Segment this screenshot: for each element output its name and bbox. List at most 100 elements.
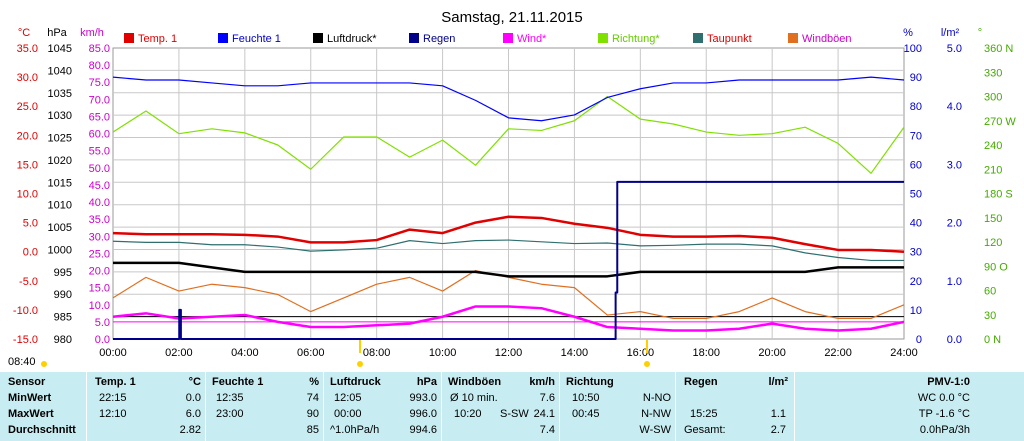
axis-unit-label: l/m² — [941, 27, 960, 39]
pmv-dew-point: TP -1.6 °C — [918, 408, 970, 420]
axis-tick-label: 80 — [910, 101, 922, 113]
axis-tick-label: 25.0 — [89, 248, 110, 260]
chart-series — [112, 76, 905, 340]
axis-tick-label: 25.0 — [17, 101, 38, 113]
axis-tick-label: 300 — [984, 92, 1002, 104]
axis-tick-label: 150 — [984, 213, 1002, 225]
axis-tick-label: 1030 — [48, 110, 72, 122]
x-tick-label: 12:00 — [495, 347, 523, 359]
axis-tick-label: 210 — [984, 164, 1002, 176]
axis-tick-label: 5.0 — [947, 43, 962, 55]
axis-tick-label: 1015 — [48, 177, 72, 189]
x-tick-label: 14:00 — [561, 347, 589, 359]
axis-tick-label: 0.0 — [95, 334, 110, 346]
axis-tick-label: 990 — [54, 289, 72, 301]
axis-tick-label: 0.0 — [947, 334, 962, 346]
axis-tick-label: 60 — [984, 286, 996, 298]
axis-tick-label: 0 — [916, 334, 922, 346]
series-line-luftdruck — [113, 261, 904, 278]
x-tick-label: 18:00 — [692, 347, 720, 359]
summary-pmv-column: PMV-1:0 WC 0.0 °C TP -1.6 °C 0.0hPa/3h — [795, 372, 1024, 441]
gusts-header: Windböen — [448, 376, 502, 388]
legend: Temp. 1 Feuchte 1 Luftdruck* Regen Wind* Rich… — [124, 33, 852, 45]
axis-tick-label: 35.0 — [17, 43, 38, 55]
axis-tick-label: 3.0 — [947, 159, 962, 171]
axis-tick-label: 1000 — [48, 244, 72, 256]
gusts-max-direction: S-SW — [500, 408, 529, 420]
summary-rain-column: Regen l/m² 15:25 1.1 Gesamt: 2.7 — [676, 372, 794, 441]
axis-tick-label: 100 — [904, 43, 922, 55]
legend-label: Richtung* — [612, 33, 660, 45]
axis-tick-label: 85.0 — [89, 43, 110, 55]
legend-label: Regen — [423, 33, 455, 45]
axis-tick-label: 90 O — [984, 261, 1008, 273]
axis-tick-label: 15.0 — [17, 159, 38, 171]
gusts-max-value: 24.1 — [533, 408, 555, 420]
axis-tick-label: 180 S — [984, 189, 1013, 201]
axis-tick-label: 2.0 — [947, 218, 962, 230]
axis-tick-label: 1020 — [48, 155, 72, 167]
legend-label: Temp. 1 — [138, 33, 177, 45]
column-divider — [794, 372, 795, 441]
axis-tick-label: 35.0 — [89, 214, 110, 226]
direction-max-time: 00:45 — [572, 408, 600, 420]
axis-tick-label: 20.0 — [17, 130, 38, 142]
temp-header: Temp. 1 — [95, 376, 136, 388]
axis-tick-label: 1010 — [48, 200, 72, 212]
axis-tick-label: 40 — [910, 218, 922, 230]
rain-header: Regen — [684, 376, 718, 388]
time-marker — [357, 361, 363, 367]
x-tick-label: 10:00 — [429, 347, 457, 359]
column-divider — [205, 372, 206, 441]
gusts-unit: km/h — [529, 376, 555, 388]
axis-tick-label: 20 — [910, 276, 922, 288]
axis-tick-label: 330 — [984, 67, 1002, 79]
time-marker — [644, 361, 650, 367]
legend-label: Windböen — [802, 33, 852, 45]
pressure-max-time: 00:00 — [334, 408, 362, 420]
series-line-wind — [112, 305, 905, 332]
column-divider — [323, 372, 324, 441]
weather-chart: Samstag, 21.11.2015 Temp. 1 Feuchte 1 Luft… — [13, 9, 1016, 367]
legend-swatch — [218, 33, 228, 43]
axis-tick-label: 980 — [54, 334, 72, 346]
pressure-avg-value: 994.6 — [409, 424, 437, 436]
temp-min-value: 0.0 — [185, 392, 201, 404]
direction-avg-value: W-SW — [639, 424, 671, 436]
legend-swatch — [693, 33, 703, 43]
pressure-unit: hPa — [416, 376, 437, 388]
rain-unit: l/m² — [768, 376, 788, 388]
axis-tick-label: 70.0 — [89, 94, 110, 106]
axis-tick-label: 10.0 — [17, 189, 38, 201]
axis-unit-label: °C — [18, 27, 30, 39]
x-tick-label: 04:00 — [231, 347, 259, 359]
summary-gusts-column: Windböen km/h Ø 10 min. 7.6 10:20 S-SW 24.1 … — [442, 372, 559, 441]
temp-unit: °C — [188, 376, 201, 388]
axis-tick-label: 50.0 — [89, 163, 110, 175]
axis-unit-label: ° — [978, 27, 982, 39]
pmv-wind-chill: WC 0.0 °C — [917, 392, 970, 404]
axis-unit-label: km/h — [80, 27, 104, 39]
axis-tick-label: 0.0 — [23, 247, 38, 259]
axis-tick-label: 0 N — [984, 334, 1001, 346]
axis-tick-label: 55.0 — [89, 146, 110, 158]
temp-max-value: 6.0 — [185, 408, 201, 420]
axis-tick-label: 985 — [54, 312, 72, 324]
axis-tick-label: 10 — [910, 305, 922, 317]
rain-max-value: 1.1 — [770, 408, 786, 420]
axis-tick-label: 10.0 — [89, 300, 110, 312]
axis-tick-label: 1035 — [48, 88, 72, 100]
x-tick-label: 08:00 — [363, 347, 391, 359]
axis-tick-label: -15.0 — [13, 334, 38, 346]
legend-swatch — [598, 33, 608, 43]
time-marker — [41, 361, 47, 367]
x-tick-label: 02:00 — [165, 347, 193, 359]
axis-tick-label: 1040 — [48, 65, 72, 77]
pressure-trend: ^1.0hPa/h — [330, 424, 380, 436]
series-line-temp-1 — [112, 215, 905, 253]
pressure-min-value: 993.0 — [409, 392, 437, 404]
axis-tick-label: 995 — [54, 267, 72, 279]
axis-tick-label: 240 — [984, 140, 1002, 152]
axis-tick-label: 60 — [910, 159, 922, 171]
summary-pressure-column: Luftdruck hPa 12:05 993.0 00:00 996.0 ^1.0h… — [324, 372, 441, 441]
